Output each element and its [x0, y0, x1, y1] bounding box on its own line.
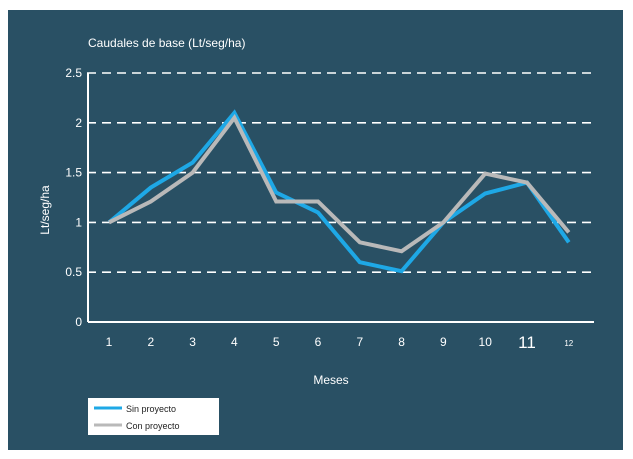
y-axis-label: Lt/seg/ha [38, 185, 52, 235]
y-tick-label: 1.5 [65, 166, 82, 180]
line-chart: Caudales de base (Lt/seg/ha) 0 0.5 1 1.5 2 2.… [8, 10, 623, 450]
series-lines [107, 109, 571, 274]
x-tick-label: 7 [356, 335, 363, 349]
x-tick-label: 1 [106, 335, 113, 349]
x-tick-label: 8 [398, 335, 405, 349]
x-tick-label: 5 [273, 335, 280, 349]
y-tick-label: 1 [75, 215, 82, 229]
y-tick-label: 2.5 [65, 66, 82, 80]
legend: Sin proyecto Con proyecto [88, 398, 219, 435]
x-tick-label: 9 [440, 335, 447, 349]
y-tick-label: 2 [75, 116, 82, 130]
chart-title: Caudales de base (Lt/seg/ha) [88, 36, 245, 50]
y-tick-label: 0.5 [65, 265, 82, 279]
x-axis-label: Meses [313, 373, 348, 387]
x-tick-label: 10 [479, 335, 493, 349]
x-tick-label: 4 [231, 335, 238, 349]
axes [87, 73, 594, 323]
chart-panel: Caudales de base (Lt/seg/ha) 0 0.5 1 1.5 2 2.… [8, 10, 623, 450]
legend-label-con-proyecto: Con proyecto [126, 421, 180, 431]
x-tick-label: 12 [564, 339, 573, 348]
legend-box [88, 398, 219, 435]
chart-background [8, 10, 623, 450]
series-line-0 [107, 109, 571, 274]
legend-label-sin-proyecto: Sin proyecto [126, 404, 176, 414]
x-tick-labels: 1 2 3 4 5 6 7 8 9 10 11 12 [106, 333, 574, 352]
x-tick-label: 2 [147, 335, 154, 349]
x-tick-label: 11 [518, 333, 536, 352]
gridlines [87, 72, 594, 274]
x-tick-label: 6 [315, 335, 322, 349]
y-tick-labels: 0 0.5 1 1.5 2 2.5 [65, 66, 82, 329]
x-tick-label: 3 [189, 335, 196, 349]
y-tick-label: 0 [75, 315, 82, 329]
series-line-1 [108, 114, 571, 254]
